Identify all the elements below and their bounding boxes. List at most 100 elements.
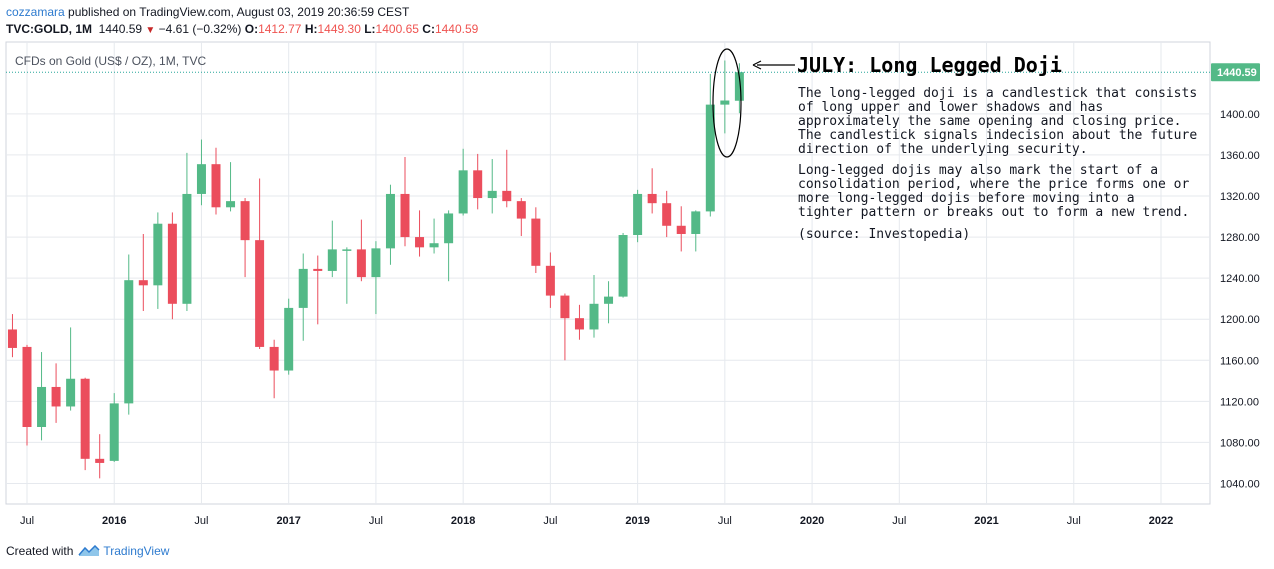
candle bbox=[211, 147, 221, 215]
candle bbox=[734, 63, 744, 114]
tradingview-link[interactable]: TradingView bbox=[103, 544, 170, 558]
candle-body bbox=[356, 249, 366, 278]
candle-body bbox=[80, 378, 90, 459]
candle-body bbox=[226, 201, 236, 208]
y-tick-label: 1320.00 bbox=[1220, 191, 1260, 203]
candle-body bbox=[153, 223, 163, 286]
y-tick-label: 1160.00 bbox=[1220, 355, 1259, 367]
published-text: published on TradingView.com, August 03,… bbox=[68, 5, 410, 19]
candle-body bbox=[211, 164, 221, 208]
candle bbox=[240, 198, 250, 278]
last-price-tag-label: 1440.59 bbox=[1217, 67, 1257, 79]
x-tick-label: Jul bbox=[1067, 515, 1081, 527]
candle bbox=[167, 212, 177, 320]
candle bbox=[313, 255, 323, 325]
candle-body bbox=[269, 346, 279, 371]
high-value: 1449.30 bbox=[317, 22, 361, 36]
annotation-line: Long-legged dojis may also mark the star… bbox=[798, 163, 1158, 178]
candle bbox=[226, 162, 236, 212]
candle bbox=[342, 247, 352, 304]
candle bbox=[473, 153, 483, 210]
x-tick-label: 2016 bbox=[102, 515, 126, 527]
candle-body bbox=[560, 295, 570, 319]
annotation-line: more long-legged dojis before moving int… bbox=[798, 191, 1135, 206]
annotation-line: of long upper and lower shadows and has bbox=[798, 100, 1103, 115]
candle bbox=[80, 377, 90, 471]
annotation-source: (source: Investopedia) bbox=[798, 227, 970, 242]
annotation-line: consolidation period, where the price fo… bbox=[798, 177, 1190, 192]
candle bbox=[429, 218, 439, 254]
candle bbox=[662, 190, 672, 238]
candle-body bbox=[531, 218, 541, 266]
x-tick-label: Jul bbox=[718, 515, 732, 527]
arrow-left-icon bbox=[752, 60, 795, 70]
candle-body bbox=[545, 265, 555, 296]
candle-body bbox=[342, 249, 352, 251]
chart-series-label: CFDs on Gold (US$ / OZ), 1M, TVC bbox=[15, 54, 206, 68]
candle-body bbox=[662, 203, 672, 226]
candle bbox=[444, 210, 454, 282]
x-tick-label: Jul bbox=[20, 515, 34, 527]
candle-body bbox=[415, 237, 425, 248]
candle bbox=[560, 293, 570, 361]
candle-body bbox=[327, 249, 337, 271]
candle bbox=[124, 254, 134, 415]
y-tick-label: 1280.00 bbox=[1220, 232, 1260, 244]
axes: 1040.00 1080.00 1120.00 1160.00 1200.00 1240.… bbox=[6, 63, 1260, 527]
candle bbox=[691, 210, 701, 252]
candle-body bbox=[255, 240, 265, 347]
candle-body bbox=[284, 307, 294, 371]
candle-body bbox=[37, 386, 47, 427]
candle bbox=[182, 152, 192, 311]
low-value: 1400.65 bbox=[375, 22, 419, 36]
x-tick-label: 2018 bbox=[451, 515, 475, 527]
candle-body bbox=[720, 100, 730, 105]
candle-body bbox=[589, 303, 599, 330]
candle bbox=[356, 219, 366, 282]
annotation-line: The candlestick signals indecision about… bbox=[798, 128, 1197, 143]
tradingview-logo-icon bbox=[78, 545, 100, 556]
candle-body bbox=[633, 193, 643, 236]
candle bbox=[327, 220, 337, 278]
candle-body bbox=[676, 225, 686, 234]
publish-info: cozzamara published on TradingView.com, … bbox=[6, 5, 409, 19]
candle bbox=[720, 60, 730, 134]
created-with-label: Created with bbox=[6, 544, 74, 558]
candle bbox=[371, 241, 381, 315]
candle-body bbox=[604, 296, 614, 304]
y-tick-label: 1240.00 bbox=[1220, 273, 1260, 285]
candle bbox=[109, 393, 119, 462]
candle bbox=[633, 189, 643, 243]
candle bbox=[647, 168, 657, 214]
y-tick-label: 1080.00 bbox=[1220, 437, 1260, 449]
candle-body bbox=[7, 329, 17, 348]
candle bbox=[604, 281, 614, 324]
candle-body bbox=[691, 211, 701, 234]
candle bbox=[415, 210, 425, 257]
candle-body bbox=[313, 268, 323, 271]
candle-body bbox=[66, 378, 76, 407]
ohlc-legend: TVC:GOLD, 1M 1440.59 ▼ −4.61 (−0.32%) O:… bbox=[6, 22, 478, 36]
footer: Created with TradingView bbox=[6, 544, 169, 558]
candle-body bbox=[618, 235, 628, 297]
candle-body bbox=[182, 193, 192, 304]
candle-body bbox=[124, 280, 134, 404]
candle-body bbox=[502, 190, 512, 202]
last-price: 1440.59 bbox=[98, 22, 143, 36]
chart-frame bbox=[5, 41, 1211, 505]
author-link[interactable]: cozzamara bbox=[6, 5, 65, 19]
candle bbox=[269, 339, 279, 399]
candle-body bbox=[167, 223, 177, 304]
candle-body bbox=[95, 458, 105, 463]
candle bbox=[255, 178, 265, 349]
candle bbox=[487, 159, 497, 214]
y-tick-label: 1360.00 bbox=[1220, 150, 1260, 162]
y-tick-label: 1040.00 bbox=[1220, 478, 1260, 490]
y-tick-label: 1200.00 bbox=[1220, 314, 1260, 326]
high-label: H: bbox=[304, 22, 318, 36]
x-tick-label: 2017 bbox=[276, 515, 300, 527]
candle bbox=[22, 344, 32, 446]
x-tick-label: 2022 bbox=[1149, 515, 1173, 527]
close-label: C: bbox=[422, 22, 435, 36]
